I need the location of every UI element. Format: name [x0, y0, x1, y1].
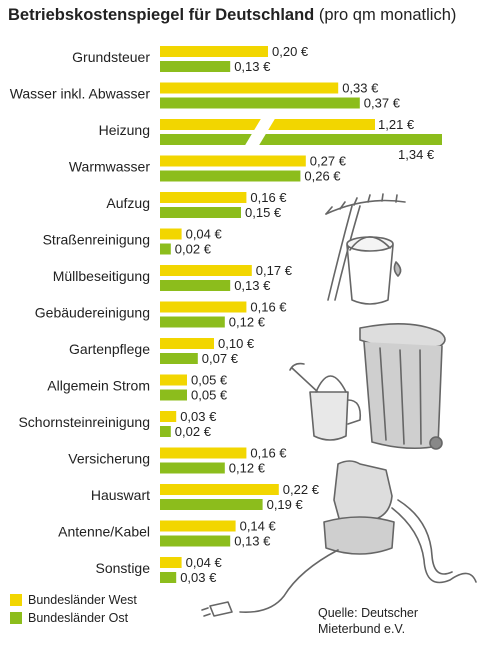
- value-label-west-strassenreinigung: 0,04 €: [186, 227, 223, 242]
- source-note: Quelle: Deutscher Mieterbund e.V.: [318, 605, 418, 637]
- value-label-west-sonstige: 0,04 €: [186, 555, 223, 570]
- bar-ost-muellbeseitigung: [160, 280, 231, 291]
- category-label-gartenpflege: Gartenpflege: [69, 341, 150, 357]
- bar-west-wasser-inkl-abwasser: [160, 82, 339, 94]
- value-label-ost-versicherung: 0,12 €: [229, 461, 266, 476]
- value-label-west-allgemein-strom: 0,05 €: [191, 373, 228, 388]
- bar-west-gebaeudereinigung: [160, 301, 247, 313]
- bar-west-strassenreinigung: [160, 228, 182, 240]
- bar-west-antenne-kabel: [160, 520, 236, 532]
- value-label-west-heizung: 1,21 €: [378, 117, 415, 132]
- value-label-ost-schornsteinreinigung: 0,02 €: [175, 424, 212, 439]
- bar-ost-aufzug: [160, 207, 241, 218]
- bar-ost-allgemein-strom: [160, 389, 187, 401]
- bar-west-versicherung: [160, 447, 247, 459]
- value-label-ost-sonstige: 0,03 €: [180, 570, 217, 585]
- legend-label-west: Bundesländer West: [28, 593, 137, 607]
- value-label-west-versicherung: 0,16 €: [250, 446, 287, 461]
- legend-swatch-west: [10, 594, 22, 606]
- value-label-ost-wasser-inkl-abwasser: 0,37 €: [364, 96, 401, 111]
- value-label-ost-aufzug: 0,15 €: [245, 205, 282, 220]
- category-label-hauswart: Hauswart: [91, 487, 150, 503]
- watering-can-icon: [289, 362, 362, 441]
- bar-west-warmwasser: [160, 155, 306, 167]
- value-label-ost-gebaeudereinigung: 0,12 €: [229, 315, 266, 330]
- bar-ost-versicherung: [160, 462, 225, 474]
- trash-bin-icon: [359, 323, 446, 450]
- bar-west-sonstige: [160, 557, 182, 568]
- value-label-ost-grundsteuer: 0,13 €: [234, 59, 271, 74]
- bar-ost-hauswart: [160, 499, 263, 510]
- value-label-west-muellbeseitigung: 0,17 €: [256, 263, 293, 278]
- legend-item-ost: Bundesländer Ost: [10, 609, 137, 627]
- value-label-ost-antenne-kabel: 0,13 €: [234, 534, 271, 549]
- value-label-west-wasser-inkl-abwasser: 0,33 €: [342, 81, 379, 96]
- value-label-west-antenne-kabel: 0,14 €: [240, 519, 277, 534]
- value-label-west-hauswart: 0,22 €: [283, 482, 320, 497]
- vacuum-cleaner-icon: [201, 460, 477, 617]
- bar-west-grundsteuer: [160, 46, 268, 57]
- bar-west-hauswart: [160, 484, 279, 495]
- bar-west-muellbeseitigung: [160, 265, 252, 276]
- value-label-ost-strassenreinigung: 0,02 €: [175, 242, 212, 257]
- category-label-warmwasser: Warmwasser: [69, 159, 150, 175]
- title-text: Betriebskostenspiegel für Deutschland: [8, 6, 315, 24]
- value-label-west-warmwasser: 0,27 €: [310, 154, 347, 169]
- category-label-gebaeudereinigung: Gebäudereinigung: [35, 305, 150, 321]
- category-label-antenne-kabel: Antenne/Kabel: [58, 524, 150, 540]
- bar-ost-heizung: [160, 134, 442, 145]
- value-label-west-gartenpflege: 0,10 €: [218, 336, 255, 351]
- category-label-aufzug: Aufzug: [106, 195, 150, 211]
- axis-break-mark: [244, 117, 276, 147]
- value-label-ost-warmwasser: 0,26 €: [304, 169, 341, 184]
- value-label-west-grundsteuer: 0,20 €: [272, 44, 309, 59]
- category-label-wasser-inkl-abwasser: Wasser inkl. Abwasser: [10, 86, 151, 102]
- category-label-schornsteinreinigung: Schornsteinreinigung: [18, 414, 150, 430]
- bar-ost-gartenpflege: [160, 353, 198, 364]
- category-label-allgemein-strom: Allgemein Strom: [47, 378, 150, 394]
- bar-ost-sonstige: [160, 572, 177, 583]
- bar-ost-grundsteuer: [160, 61, 231, 72]
- category-label-versicherung: Versicherung: [68, 451, 150, 467]
- legend-item-west: Bundesländer West: [10, 591, 137, 609]
- bar-west-allgemein-strom: [160, 374, 187, 386]
- value-label-west-aufzug: 0,16 €: [250, 190, 287, 205]
- category-label-grundsteuer: Grundsteuer: [72, 49, 150, 65]
- value-label-ost-allgemein-strom: 0,05 €: [191, 388, 228, 403]
- value-label-west-gebaeudereinigung: 0,16 €: [250, 300, 287, 315]
- category-label-heizung: Heizung: [99, 122, 150, 138]
- bar-west-schornsteinreinigung: [160, 411, 177, 422]
- bar-ost-wasser-inkl-abwasser: [160, 97, 360, 109]
- bar-ost-antenne-kabel: [160, 535, 231, 547]
- bar-ost-strassenreinigung: [160, 243, 171, 255]
- bar-ost-warmwasser: [160, 170, 301, 182]
- category-label-sonstige: Sonstige: [96, 560, 151, 576]
- value-label-west-schornsteinreinigung: 0,03 €: [180, 409, 217, 424]
- bar-ost-gebaeudereinigung: [160, 316, 225, 328]
- bar-west-gartenpflege: [160, 338, 214, 349]
- category-label-strassenreinigung: Straßenreinigung: [43, 232, 150, 248]
- legend: Bundesländer West Bundesländer Ost: [10, 591, 137, 627]
- bar-west-aufzug: [160, 192, 247, 203]
- value-label-ost-hauswart: 0,19 €: [267, 497, 304, 512]
- source-line-1: Quelle: Deutscher: [318, 606, 419, 620]
- legend-label-ost: Bundesländer Ost: [28, 611, 129, 625]
- bucket-icon: [346, 236, 402, 305]
- value-label-ost-muellbeseitigung: 0,13 €: [234, 278, 271, 293]
- subtitle-text: (pro qm monatlich): [318, 6, 457, 24]
- category-label-muellbeseitigung: Müllbeseitigung: [53, 268, 150, 284]
- value-label-ost-heizung: 1,34 €: [398, 147, 435, 162]
- bar-ost-schornsteinreinigung: [160, 426, 171, 437]
- chart-title: Betriebskostenspiegel für Deutschland (p…: [8, 6, 488, 25]
- source-line-2: Mieterbund e.V.: [318, 622, 406, 636]
- value-label-ost-gartenpflege: 0,07 €: [202, 351, 239, 366]
- legend-swatch-ost: [10, 612, 22, 624]
